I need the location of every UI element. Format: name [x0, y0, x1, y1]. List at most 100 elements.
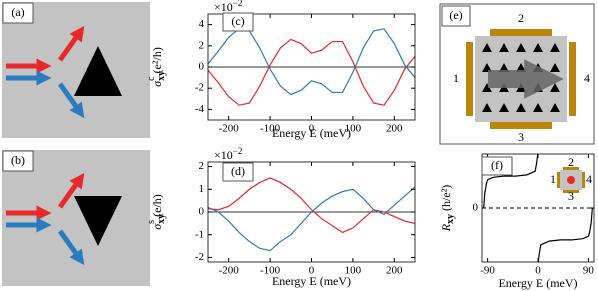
x-tick-label: 90 [583, 265, 595, 277]
contact [563, 190, 579, 193]
label-box [222, 12, 254, 32]
triangle [74, 196, 122, 246]
x-tick-label: 100 [345, 123, 362, 135]
spot [567, 176, 575, 184]
y-tick-label: 1 [199, 183, 205, 195]
y-axis-label: σxys (e/h) [146, 194, 167, 229]
x-tick-label: 100 [345, 265, 362, 277]
label-box [222, 162, 254, 182]
panel-e: (e) 1 2 3 4 [439, 3, 595, 145]
x-axis-label: Energy E (meV) [272, 274, 351, 288]
y-tick-label: -1 [195, 228, 204, 240]
triangle [482, 63, 492, 72]
x-tick-label: 0 [309, 265, 315, 277]
multiplier-exp: −2 [233, 0, 243, 8]
triangle [516, 43, 526, 52]
y-tick-label: 4 [199, 18, 205, 30]
contact [490, 29, 552, 36]
panel-label: (f) [491, 158, 503, 172]
y-multiplier: ×10−2 [214, 0, 242, 14]
arrow [57, 229, 85, 266]
y-label-symbol: R [439, 223, 453, 232]
y-tick-label: 2 [199, 160, 205, 172]
inset-device: 1 2 3 4 [550, 155, 592, 203]
triangle [533, 103, 543, 112]
panel-label: (b) [11, 153, 25, 167]
contact [557, 172, 560, 188]
contact [569, 42, 576, 116]
x-tick-label: -90 [480, 265, 495, 277]
terminal-label: 3 [568, 189, 574, 203]
contact [582, 172, 585, 188]
terminal-label: 1 [550, 172, 556, 186]
x-axis-label: Energy E (meV) [498, 276, 577, 290]
x-tick-label: 0 [535, 265, 541, 277]
y-tick-label: 2 [199, 39, 205, 51]
x-tick-label: -100 [260, 123, 281, 135]
triangle [516, 103, 526, 112]
series-line [208, 28, 415, 96]
series-line [208, 38, 415, 106]
y-label-sub: xy [445, 214, 456, 224]
label-box [2, 2, 34, 24]
y-label-unit: (e/h) [150, 194, 164, 217]
terminal-label: 2 [568, 155, 574, 169]
x-tick-label: 0 [309, 123, 315, 135]
panel-label: (d) [231, 164, 245, 178]
x-axis-label: Energy E (meV) [272, 126, 351, 140]
y-tick-label: -2 [195, 82, 204, 94]
y-label-unit: (e²/h) [150, 47, 164, 73]
contact [563, 167, 579, 170]
contact [490, 122, 552, 129]
y-tick-label: -4 [195, 103, 205, 115]
y-tick-label: 0 [199, 61, 205, 73]
triangle [516, 63, 526, 72]
panel-label: (a) [11, 5, 24, 19]
y-label-unit: (h/e²) [439, 185, 453, 211]
panel-label: (e) [449, 8, 462, 22]
terminal-label: 4 [584, 71, 590, 85]
y-tick-label: -2 [195, 251, 204, 263]
triangle [550, 103, 560, 112]
triangle [482, 83, 492, 92]
triangle [499, 43, 509, 52]
label-box [481, 156, 513, 176]
y-axis-label: σxyc (e²/h) [146, 47, 167, 87]
multiplier-exp: −2 [233, 146, 243, 156]
y-tick-label: 0 [199, 206, 205, 218]
triangle [482, 103, 492, 112]
y-label-sup: c [146, 76, 157, 81]
y-label-symbol: σ [150, 80, 164, 87]
panel-b: (b) [2, 150, 150, 286]
series-line [483, 154, 593, 262]
y-multiplier: ×10−2 [214, 146, 242, 162]
multiplier-base: ×10 [214, 148, 233, 162]
terminal-label: 4 [586, 172, 592, 186]
arrow [57, 82, 85, 119]
contact [466, 42, 473, 116]
multiplier-base: ×10 [214, 0, 233, 14]
x-tick-label: -100 [260, 265, 281, 277]
triangle [499, 63, 509, 72]
triangle [482, 43, 492, 52]
panel-a: (a) [2, 2, 150, 138]
terminal-label: 2 [518, 11, 524, 25]
arrow [57, 172, 85, 209]
arrow [57, 25, 85, 62]
y-label-sup: s [146, 220, 157, 224]
triangle [74, 46, 122, 96]
x-tick-label: -200 [219, 123, 240, 135]
series-line [208, 177, 415, 234]
series-line [208, 186, 415, 252]
y-label-symbol: σ [150, 223, 164, 230]
panel-label: (c) [231, 14, 244, 28]
terminal-label: 1 [453, 71, 459, 85]
x-tick-label: 200 [386, 123, 403, 135]
triangle [550, 43, 560, 52]
triangle [499, 103, 509, 112]
triangle [533, 43, 543, 52]
label-box [2, 150, 34, 172]
y-axis-label: Rxy (h/e²) [439, 185, 457, 233]
